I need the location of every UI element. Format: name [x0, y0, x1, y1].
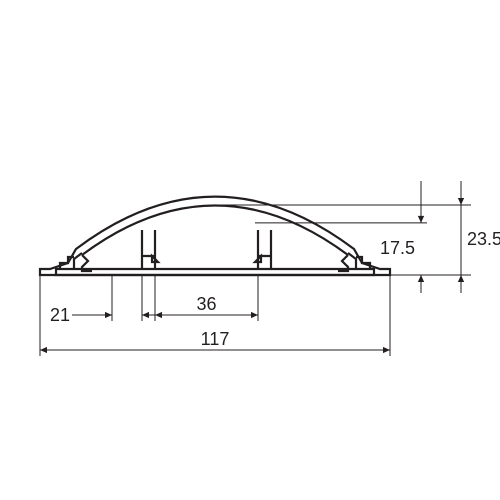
dim-side-channel: 21: [50, 305, 70, 325]
dim-inner-height: 17.5: [380, 238, 415, 258]
dim-overall-width: 117: [201, 329, 230, 349]
dim-outer-height: 23.5: [467, 229, 500, 249]
dim-inner-channel: 36: [196, 294, 216, 314]
